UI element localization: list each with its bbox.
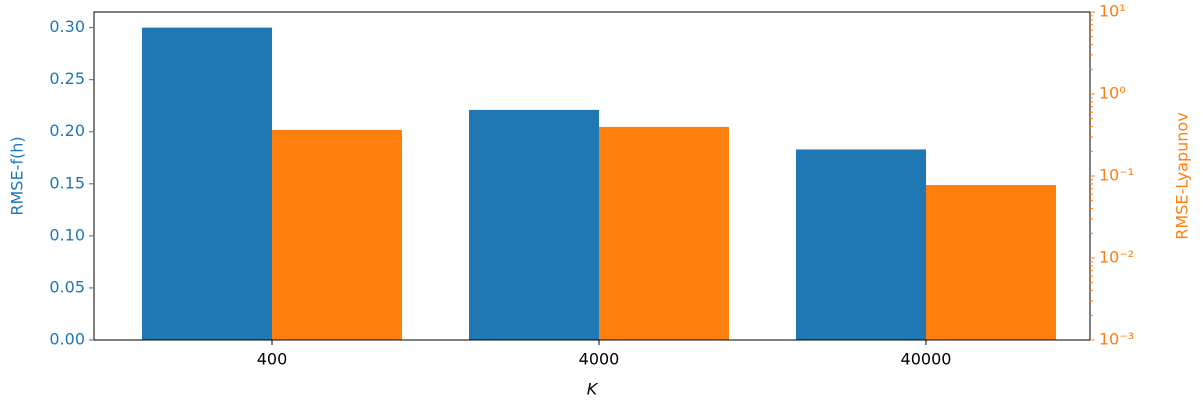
y2-tick-label: 10⁻²	[1099, 248, 1134, 267]
y-tick-label: 0.15	[49, 173, 85, 192]
y-axis-label: RMSE-f(h)	[8, 136, 27, 215]
bar	[796, 149, 926, 340]
y-tick-label: 0.30	[49, 17, 85, 36]
y-tick-label: 0.05	[49, 277, 85, 296]
y2-axis-label: RMSE-Lyapunov	[1173, 112, 1192, 239]
y2-tick-label: 10⁻³	[1099, 330, 1134, 349]
y2-tick-label: 10⁰	[1099, 84, 1126, 103]
bar	[142, 27, 272, 340]
bar	[272, 129, 402, 340]
bar	[599, 126, 729, 341]
bar	[469, 109, 599, 340]
x-tick-label: 4000	[579, 350, 620, 369]
y-tick-label: 0.10	[49, 225, 85, 244]
y2-tick-label: 10⁻¹	[1099, 166, 1134, 185]
y2-tick-label: 10¹	[1099, 2, 1126, 21]
bar	[926, 185, 1056, 340]
x-tick-label: 400	[257, 350, 288, 369]
x-tick-label: 40000	[901, 350, 952, 369]
y-tick-label: 0.00	[49, 330, 85, 349]
y-tick-label: 0.20	[49, 121, 85, 140]
x-axis-label: K	[587, 380, 599, 399]
y-tick-label: 0.25	[49, 69, 85, 88]
